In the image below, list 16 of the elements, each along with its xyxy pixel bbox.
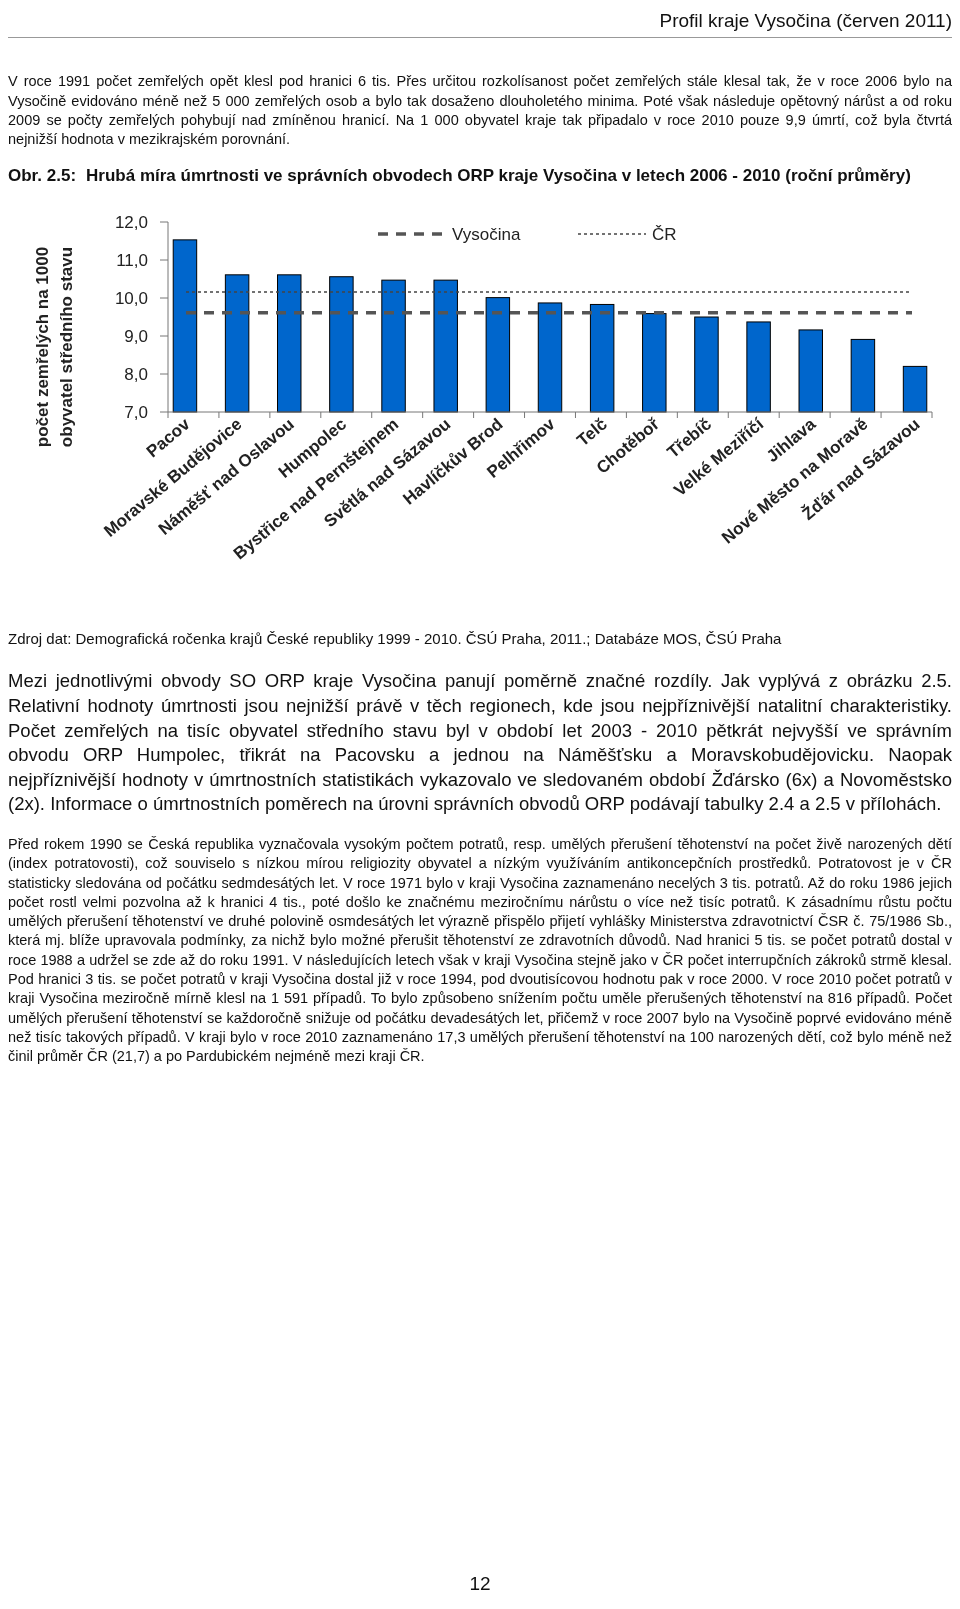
text: Profil kraje Vysočina (červen 2011) [8, 8, 952, 39]
y-tick-label: 12,0 [114, 213, 148, 233]
text: V roce 1991 počet zemřelých opět klesl pod hranici 6 tis. Přes určitou rozkolísanost počet zemřelých stále klesal tak, že v roce 2006 bylo na Vysočině evidováno méně než 5 000 zemřelých osob a bylo tak dosaženo dlouholetého minima. Poté však následuje opětovný nárůst a od roku 2009 se počty zemřelých pohybují nad zmíněnou hranicí. Na 1 000 obyvatel kraje tak připadalo v roce 2010 pouze 9,9 úmrtí, což byla čtvrtá nejnižší hodnota v mezikrajském porovnání. [8, 72, 952, 150]
y-axis-title: počet zemřelých na 1000 obyvatel středního stavu [33, 247, 76, 448]
text: Před rokem 1990 se Česká republika vyznačovala vysokým počtem potratů, resp. umělých přerušení těhotenství na počet živě narozených dětí (index potratovosti), což souviselo s nízkou mírou religiozity obyvatel a nízkým využíváním antikoncepčních prostředků. Potratovost je v ČR statisticky sledována od počátku sedmdesátých let. V roce 1971 bylo v kraji Vysočina zaznamenáno necelých 3 tis. potratů. Až do roku 1986 jejich počet rostl velmi pozvolna až k hranici 4 tis., poté došlo ke značnému meziročnímu nárůstu o více než tisíc potratů. K zásadnímu růstu počtu umělých přerušení těhotenství ve druhé polovině osmdesátých let výrazně přispělo přijetí vyhlášky Ministerstva zdravotnictví ČSR č. 75/1986 Sb., která mj. blíže upravovala podmínky, za nichž bylo možné přerušit těhotenství ze zdravotních důvodů. Nad hranici 5 tis. se počet potratů dostal v roce 1988 a udržel se zde až do roku 1991. V následujících letech však v kraji Vysočina stejně jako v ČR počet interrupčních zákroků strmě klesal. Pod hranici 3 tis. se počet potratů v kraji Vysočina dostal již v roce 1994, pod dvoutisícovou hodnotu pak v roce 2000. V roce 2010 počet potratů v kraji Vysočina meziročně mírně klesl na 1 591 případů. To bylo způsobeno snížením počtu uměle přerušených těhotenství na 816 případů. Počet umělých přerušení těhotenství se každoročně snižuje od počátku devadesátých let, přičemž v roce 2007 bylo na Vysočině poprvé evidováno méně než tisíc takových případů. V kraji bylo v roce 2010 zaznamenáno 17,3 umělých přerušení těhotenství na 100 narozených dětí, což bylo méně než činil průměr ČR (21,7) a po Pardubickém nejméně mezi kraji ČR. [8, 835, 952, 1065]
y-tick-label: 7,0 [124, 403, 148, 423]
chart-title: Obr. 2.5: Hrubá míra úmrtnosti ve správních obvodech ORP kraje Vysočina v letech 2006 - 2010 (roční průměry) [8, 165, 911, 188]
text: Zdroj dat: Demografická ročenka krajů České republiky 1999 - 2010. ČSÚ Praha, 2011.; Databáze MOS, ČSÚ Praha [8, 629, 783, 650]
legend-label: Vysočina [452, 225, 521, 245]
legend-label: ČR [652, 225, 677, 245]
y-tick-label: 10,0 [114, 289, 148, 309]
text: Mezi jednotlivými obvody SO ORP kraje Vysočina panují poměrně značné rozdíly. Jak vyplývá z obrázku 2.5. Relativní hodnoty úmrtnosti jsou nejnižší právě v těch regionech, kde jsou nejpříznivější natalitní charakteristiky. Počet zemřelých na tisíc obyvatel středního stavu byl v období let 2003 - 2010 pětkrát nejvyšší ve správním obvodu ORP Humpolec, třikrát na Pacovsku a jednou na Náměšťsku a Moravskobudějovicku. Naopak nejpříznivější hodnoty v úmrtnostních statistikách vykazovalo ve sledovaném období Žďársko (6x) a Novoměstsko (2x). Informace o úmrtnostních poměrech na úrovni správních obvodů ORP podávají tabulky 2.4 a 2.5 v přílohách. [8, 669, 952, 817]
text: 12 [468, 1573, 492, 1595]
y-tick-label: 8,0 [124, 365, 148, 385]
y-tick-label: 11,0 [116, 251, 148, 271]
y-tick-label: 9,0 [124, 327, 148, 347]
